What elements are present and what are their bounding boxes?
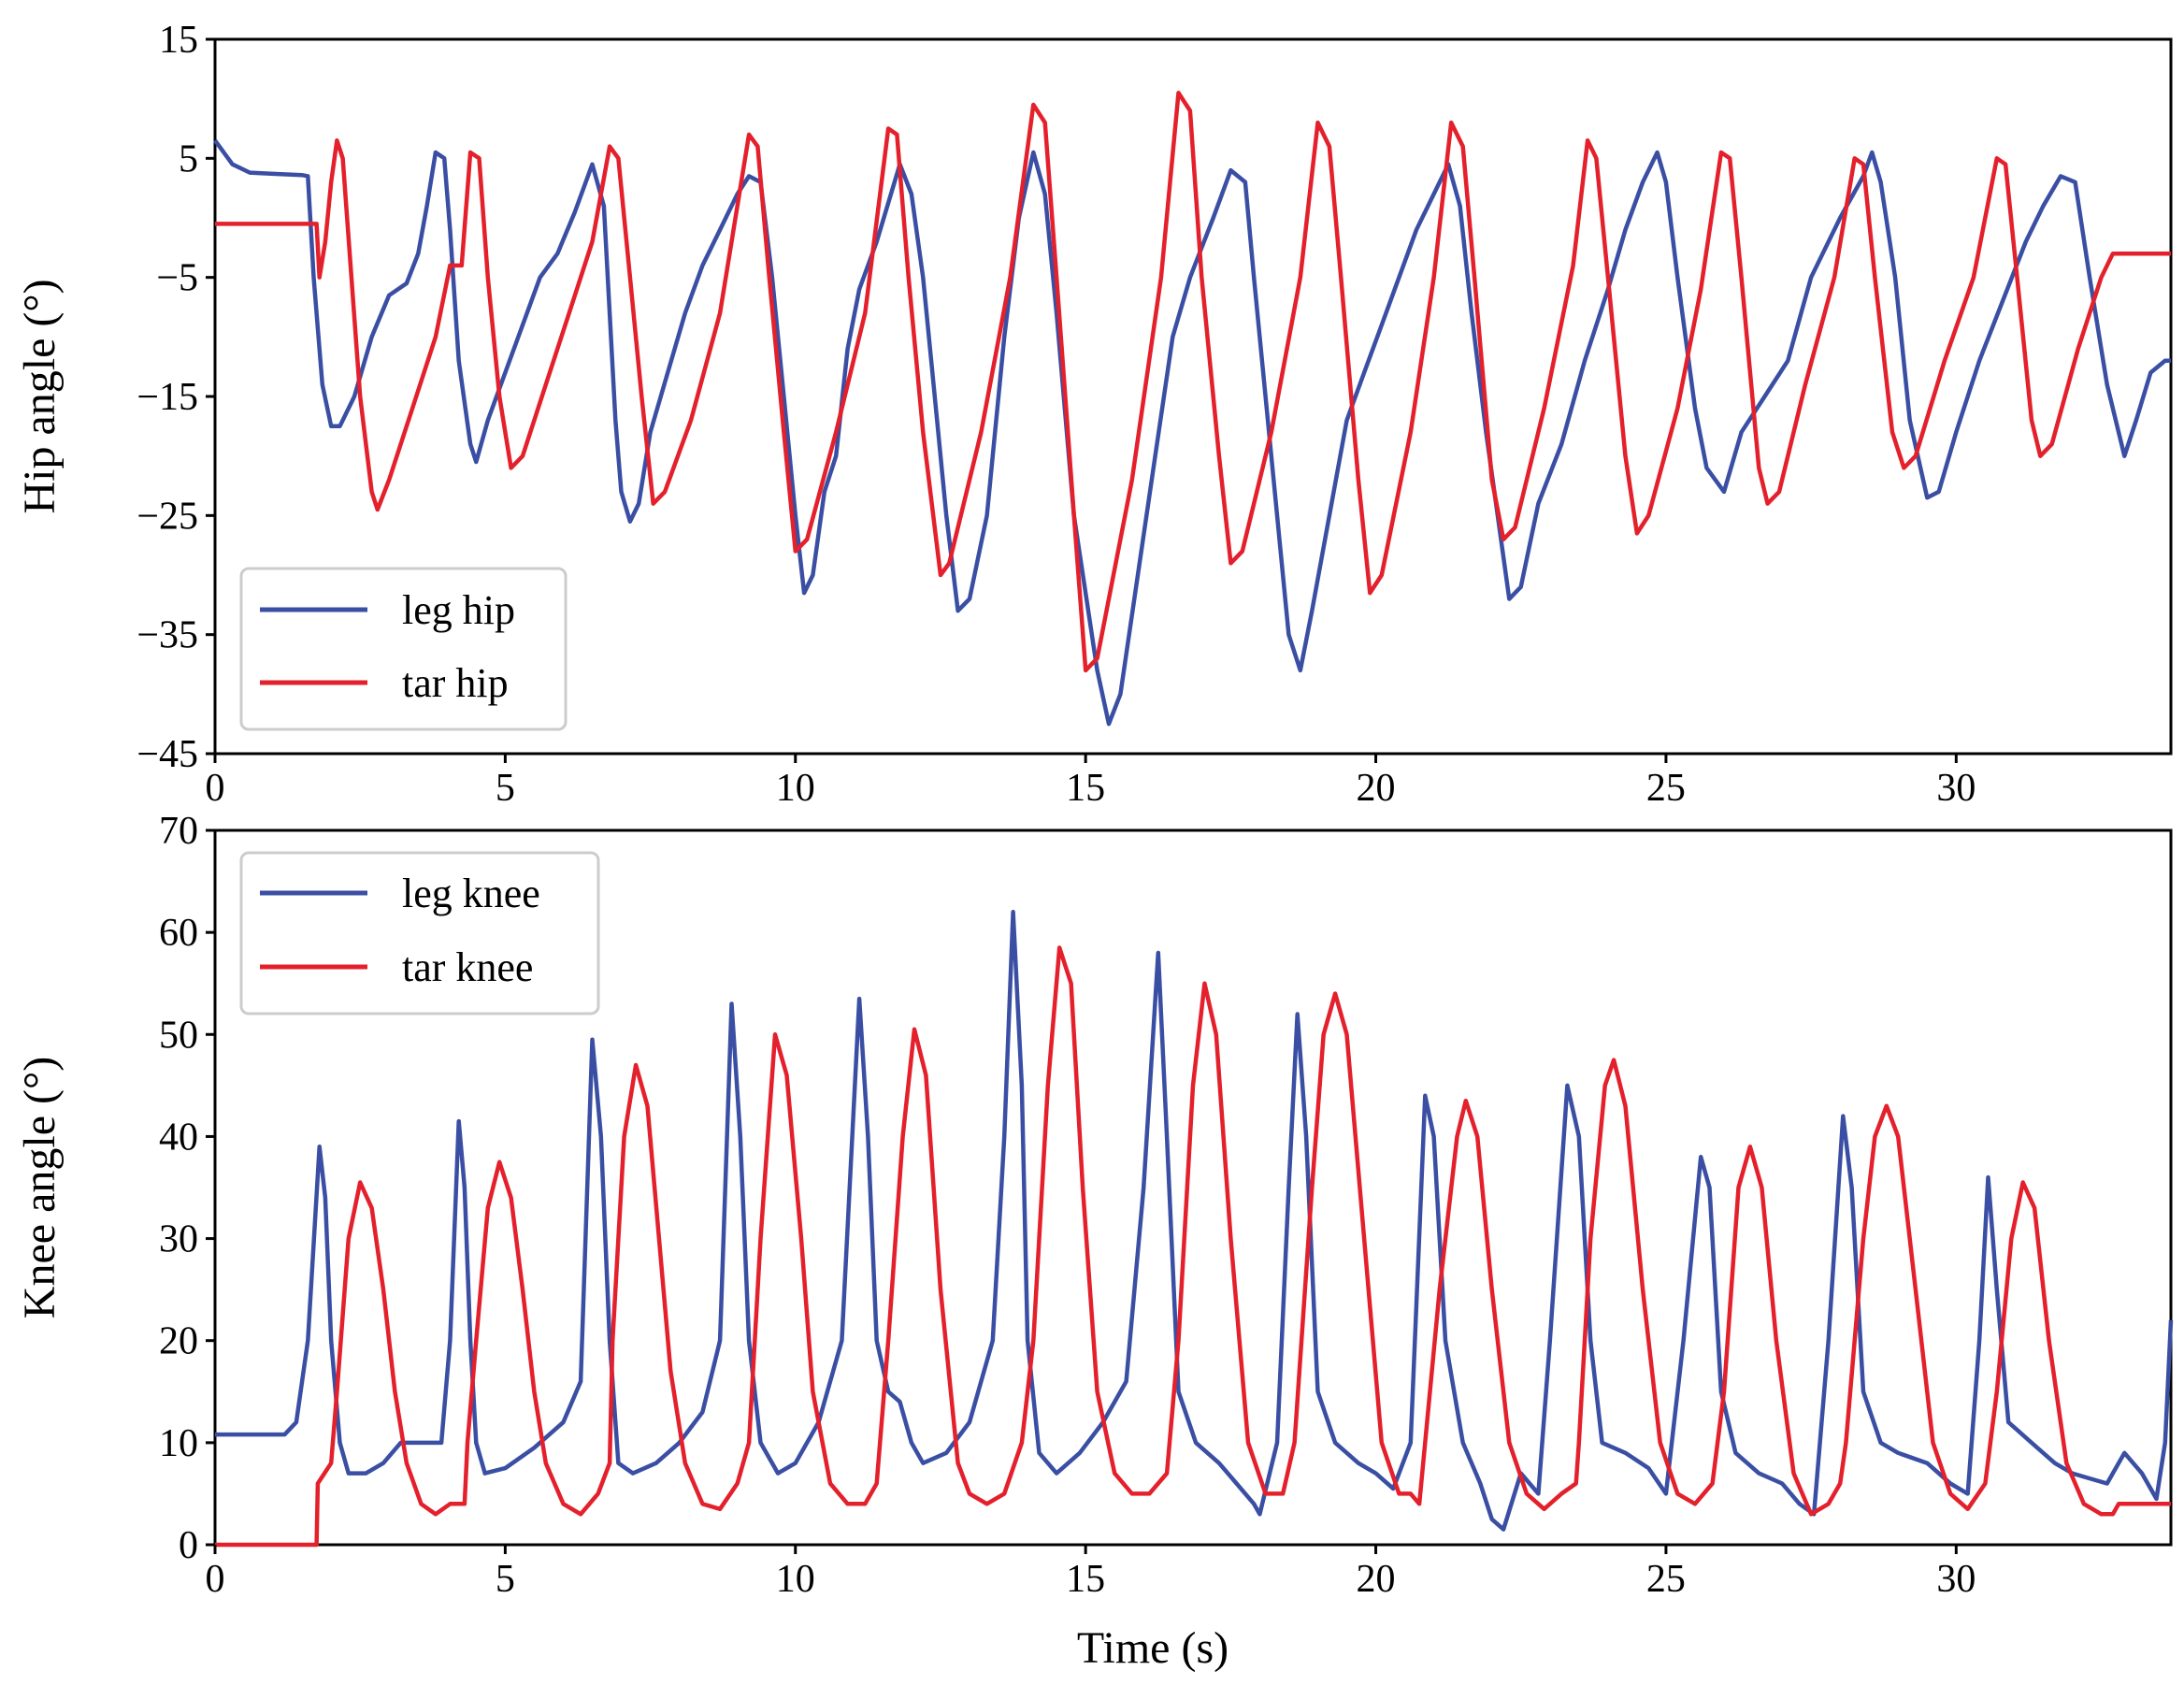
hip-y-tick-label: −5	[156, 257, 198, 300]
hip-x-tick-label: 25	[1646, 767, 1686, 810]
knee-y-axis-label: Knee angle (°)	[15, 1057, 65, 1318]
knee-legend-leg-label: leg knee	[402, 871, 540, 916]
knee-series-leg-knee	[215, 910, 2174, 1532]
hip-y-tick-label: −35	[136, 614, 198, 657]
knee-x-tick-label: 30	[1936, 1558, 1976, 1601]
hip-angle-panel: 0 5 10 15 20 25 30 15 5 −5 −15 −25 −35 −45 Hip angle…	[15, 19, 2173, 810]
knee-x-tick-label: 0	[206, 1558, 225, 1601]
hip-y-tick-label: −15	[136, 376, 198, 419]
hip-legend-leg-label: leg hip	[402, 587, 515, 633]
knee-y-tick-label: 10	[159, 1422, 198, 1465]
knee-y-tick-label: 60	[159, 912, 198, 955]
hip-y-tick-label: 15	[159, 19, 198, 62]
knee-y-tick-label: 70	[159, 810, 198, 853]
knee-series-tar-knee	[215, 945, 2171, 1548]
knee-y-tick-label: 0	[179, 1524, 198, 1567]
hip-x-tick-label: 15	[1066, 767, 1105, 810]
hip-x-tick-label: 20	[1357, 767, 1396, 810]
knee-y-tick-label: 50	[159, 1014, 198, 1057]
knee-y-tick-label: 20	[159, 1320, 198, 1363]
knee-x-tick-label: 10	[776, 1558, 815, 1601]
knee-y-tick-label: 40	[159, 1116, 198, 1159]
knee-x-tick-label: 20	[1357, 1558, 1396, 1601]
knee-x-tick-label: 25	[1646, 1558, 1686, 1601]
knee-legend: leg knee tar knee	[239, 851, 600, 1015]
hip-series-leg-hip	[213, 138, 2171, 727]
hip-y-tick-label: −45	[136, 733, 198, 776]
hip-y-tick-label: −25	[136, 495, 198, 538]
hip-x-tick-label: 30	[1936, 767, 1976, 810]
hip-x-tick-label: 0	[206, 767, 225, 810]
hip-series-tar-hip	[215, 91, 2171, 673]
knee-x-tick-label: 5	[496, 1558, 515, 1601]
knee-x-tick-label: 15	[1066, 1558, 1105, 1601]
knee-y-tick-label: 30	[159, 1218, 198, 1261]
hip-y-axis-label: Hip angle (°)	[15, 279, 65, 513]
hip-legend: leg hip tar hip	[239, 567, 568, 731]
hip-x-tick-label: 10	[776, 767, 815, 810]
hip-y-tick-label: 5	[179, 137, 198, 180]
x-axis-label: Time (s)	[1077, 1623, 1228, 1673]
hip-legend-tar-label: tar hip	[402, 660, 509, 706]
knee-legend-tar-label: tar knee	[402, 944, 533, 990]
knee-angle-panel: 0 5 10 15 20 25 30 0 10 20 30 40 50 60 70 Knee angle …	[15, 810, 2174, 1673]
hip-x-tick-label: 5	[496, 767, 515, 810]
